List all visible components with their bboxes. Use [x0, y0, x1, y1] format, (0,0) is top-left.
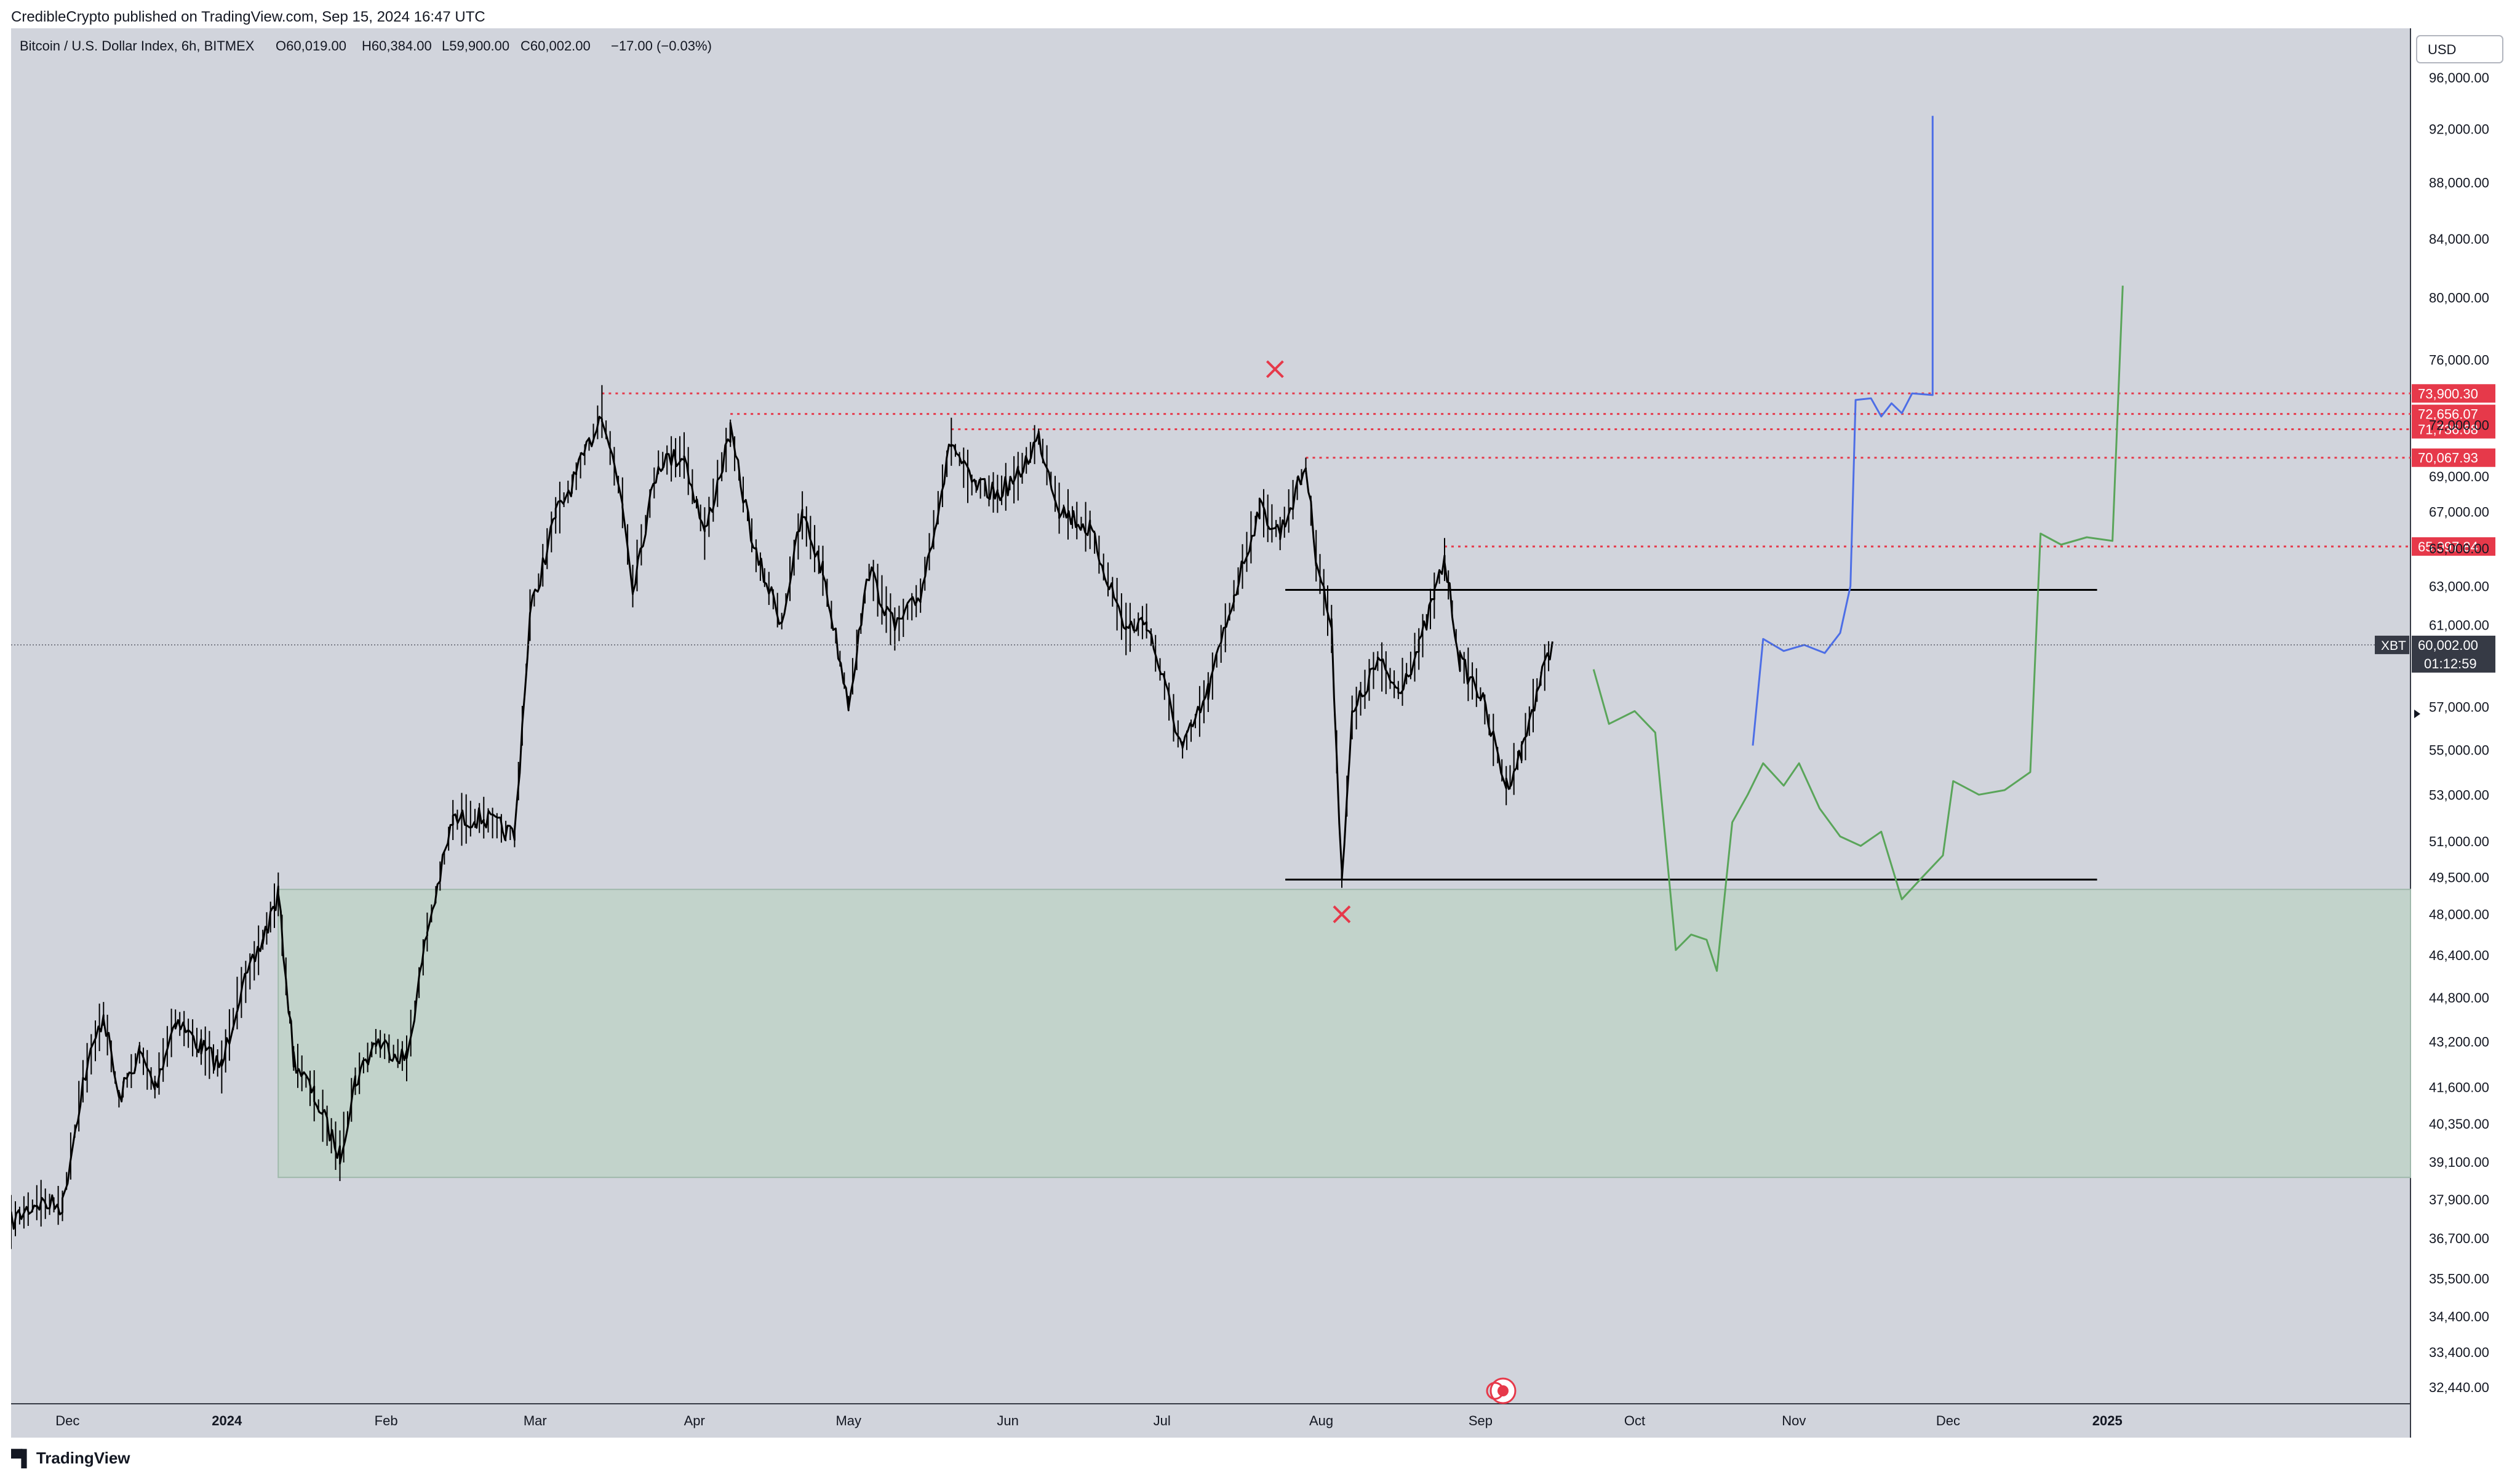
- currency-button-label: USD: [2428, 42, 2456, 57]
- resistance-level-tag: [2412, 448, 2495, 467]
- currency-button[interactable]: USD: [2416, 35, 2503, 63]
- time-axis-tick: Sep: [1469, 1413, 1493, 1428]
- price-axis-tick: 48,000.00: [2429, 907, 2489, 923]
- price-axis-tick: 51,000.00: [2429, 834, 2489, 849]
- price-axis-tick: 72,000.00: [2429, 417, 2489, 433]
- price-axis-tick: 39,100.00: [2429, 1155, 2489, 1170]
- x-marker-icon[interactable]: [1333, 905, 1351, 924]
- price-axis-tick: 65,000.00: [2429, 541, 2489, 556]
- price-axis-tick: 96,000.00: [2429, 70, 2489, 86]
- price-axis-tick: 53,000.00: [2429, 787, 2489, 803]
- price-axis-tick: 49,500.00: [2429, 870, 2489, 885]
- axis-background: [2410, 28, 2509, 1438]
- close-value: 60,002.00: [530, 38, 591, 54]
- resistance-level-label: 71,736.68: [2418, 422, 2478, 438]
- low-label: L: [442, 38, 449, 54]
- time-axis-tick: 2025: [2092, 1413, 2123, 1428]
- time-axis-tick: Aug: [1309, 1413, 1333, 1428]
- candle-countdown-label: 01:12:59: [2424, 656, 2477, 671]
- svg-text:C60,002.00: C60,002.00: [520, 38, 591, 54]
- footer-brand[interactable]: ▀▌ TradingView: [11, 1449, 130, 1468]
- price-axis-tick: 46,400.00: [2429, 948, 2489, 963]
- time-axis-tick: Jul: [1154, 1413, 1171, 1428]
- open-label: O: [276, 38, 286, 54]
- price-axis-tick: 34,400.00: [2429, 1309, 2489, 1324]
- scroll-right-arrow[interactable]: [2414, 710, 2420, 718]
- time-axis-tick: May: [835, 1413, 861, 1428]
- high-value: 60,384.00: [372, 38, 432, 54]
- price-axis-tick: 43,200.00: [2429, 1034, 2489, 1049]
- close-label: C: [520, 38, 530, 54]
- symbol-tag: [2375, 635, 2409, 654]
- current-price-label: 60,002.00: [2418, 638, 2478, 653]
- resistance-level-tag: [2412, 384, 2495, 403]
- price-axis-tick: 80,000.00: [2429, 290, 2489, 306]
- time-axis-tick: Oct: [1624, 1413, 1645, 1428]
- chart-area[interactable]: 73,900.30 72,656.07 71,736.68 70,067.93 65,0…: [10, 28, 2509, 1438]
- symbol-tag-label: XBT: [2381, 639, 2406, 653]
- low-value: 59,900.00: [449, 38, 509, 54]
- events-icon[interactable]: [1486, 1377, 1517, 1404]
- plot-background: [11, 28, 2410, 1404]
- price-axis-tick: 32,440.00: [2429, 1380, 2489, 1395]
- svg-text:L59,900.00: L59,900.00: [442, 38, 509, 54]
- time-axis-tick: Apr: [684, 1413, 705, 1428]
- price-axis-tick: 55,000.00: [2429, 743, 2489, 758]
- resistance-level-label: 70,067.93: [2418, 450, 2478, 466]
- resistance-level-label: 65,097.84: [2418, 539, 2478, 554]
- price-axis-tick: 61,000.00: [2429, 618, 2489, 633]
- price-axis-tick: 40,350.00: [2429, 1116, 2489, 1132]
- price-axis-tick: 37,900.00: [2429, 1192, 2489, 1207]
- resistance-level-label: 72,656.07: [2418, 407, 2478, 422]
- publisher-line: CredibleCrypto published on TradingView.…: [11, 9, 485, 25]
- current-price-tag: [2412, 635, 2495, 673]
- price-axis-tick: 84,000.00: [2429, 231, 2489, 247]
- price-axis-tick: 63,000.00: [2429, 578, 2489, 594]
- high-label: H: [362, 38, 372, 54]
- svg-text:H60,384.00: H60,384.00: [362, 38, 432, 54]
- price-axis-tick: 35,500.00: [2429, 1271, 2489, 1286]
- projection-path-green[interactable]: [1592, 286, 2124, 972]
- tradingview-logo-icon: ▀▌: [11, 1449, 33, 1467]
- support-zone[interactable]: [277, 889, 2411, 1179]
- footer-brand-label: TradingView: [36, 1449, 130, 1467]
- resistance-level-tag: [2412, 537, 2495, 556]
- price-axis-tick: 33,400.00: [2429, 1345, 2489, 1360]
- resistance-level-label: 73,900.30: [2418, 386, 2478, 401]
- x-marker-icon[interactable]: [1266, 360, 1284, 378]
- price-axis-tick: 69,000.00: [2429, 469, 2489, 484]
- svg-text:O60,019.00: O60,019.00: [276, 38, 346, 54]
- candle-wicks: [10, 385, 1550, 1249]
- projection-path-blue[interactable]: [1752, 116, 1934, 746]
- time-axis-tick: Dec: [55, 1413, 79, 1428]
- price-axis-tick: 92,000.00: [2429, 122, 2489, 137]
- symbol-name: Bitcoin / U.S. Dollar Index, 6h, BITMEX: [20, 38, 255, 54]
- price-axis-tick: 41,600.00: [2429, 1079, 2489, 1095]
- price-axis-tick: 36,700.00: [2429, 1231, 2489, 1246]
- price-axis-tick: 88,000.00: [2429, 175, 2489, 191]
- change-value: −17.00 (−0.03%): [611, 38, 712, 54]
- ohlc-values: O60,019.00 H60,384.00 L59,900.00 C60,002…: [276, 38, 712, 54]
- time-axis-tick: Jun: [997, 1413, 1018, 1428]
- time-axis-tick: Mar: [524, 1413, 547, 1428]
- price-axis-tick: 57,000.00: [2429, 700, 2489, 715]
- time-axis-tick: Feb: [375, 1413, 398, 1428]
- open-value: 60,019.00: [286, 38, 346, 54]
- resistance-level-tag: [2412, 420, 2495, 439]
- price-axis-tick: 44,800.00: [2429, 990, 2489, 1006]
- time-axis-tick: Nov: [1782, 1413, 1806, 1428]
- price-axis-tick: 67,000.00: [2429, 505, 2489, 520]
- time-axis-tick: Dec: [1936, 1413, 1960, 1428]
- price-axis-tick: 76,000.00: [2429, 352, 2489, 367]
- time-axis-tick: 2024: [212, 1413, 242, 1428]
- time-axis-background: [11, 1404, 2410, 1438]
